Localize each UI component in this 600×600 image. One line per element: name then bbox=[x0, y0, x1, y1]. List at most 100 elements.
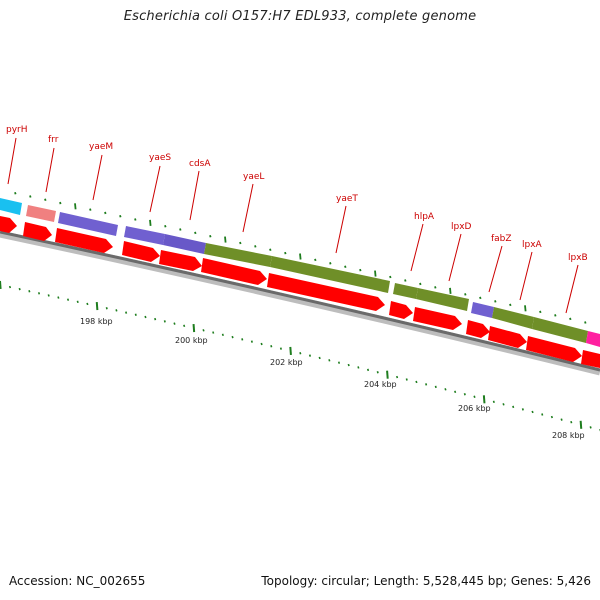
top-tick bbox=[329, 262, 332, 265]
gene-arrow-cdsA bbox=[159, 250, 202, 271]
scale-minor-tick bbox=[250, 340, 253, 343]
top-tick bbox=[89, 208, 92, 211]
top-tick bbox=[44, 198, 47, 202]
cog-bar-hlpA bbox=[393, 283, 418, 299]
top-tick bbox=[104, 211, 107, 215]
top-tick bbox=[299, 253, 302, 260]
scale-minor-tick bbox=[173, 322, 176, 325]
gene-label-lpxB: lpxB bbox=[568, 253, 588, 263]
cog-bars bbox=[0, 198, 600, 347]
top-tick bbox=[29, 195, 32, 198]
top-ticks bbox=[14, 191, 587, 324]
scale-minor-tick bbox=[473, 395, 476, 399]
cog-bar-fabZ bbox=[471, 302, 494, 318]
gene-label-yaeL: yaeL bbox=[243, 172, 264, 182]
scale-minor-tick bbox=[376, 371, 379, 374]
scale-major-tick bbox=[482, 395, 486, 404]
gene-arrows bbox=[0, 216, 600, 368]
top-tick bbox=[269, 248, 272, 251]
scale-minor-tick bbox=[86, 302, 89, 306]
top-tick bbox=[164, 224, 167, 228]
genome-info-text: Topology: circular; Length: 5,528,445 bp… bbox=[261, 574, 591, 588]
scale-minor-tick bbox=[560, 418, 563, 421]
gene-label-hlpA: hlpA bbox=[414, 212, 435, 222]
scale-minor-tick bbox=[415, 380, 418, 384]
gene-label-frr: frr bbox=[48, 135, 59, 145]
top-tick bbox=[59, 201, 62, 205]
gene-arrow-lpxB bbox=[526, 336, 582, 362]
cog-bar-lpxB bbox=[532, 317, 588, 343]
top-tick bbox=[179, 228, 182, 231]
top-tick bbox=[209, 234, 212, 238]
scale-minor-tick bbox=[163, 320, 166, 323]
gene-label-yaeM: yaeM bbox=[89, 142, 113, 152]
gene-arrow-yaeM bbox=[55, 228, 113, 253]
top-tick bbox=[224, 236, 227, 243]
top-tick bbox=[539, 310, 542, 314]
scale-label-206: 206 kbp bbox=[458, 404, 491, 413]
top-tick bbox=[524, 305, 527, 312]
scale-minor-tick bbox=[434, 385, 437, 389]
cog-bar-yaeT bbox=[270, 256, 390, 293]
gene-arrow-yaeS bbox=[122, 241, 160, 262]
scale-minor-tick bbox=[541, 413, 544, 416]
scale-minor-tick bbox=[589, 426, 592, 429]
cog-bar-lpxA bbox=[492, 307, 534, 329]
scale-major-tick bbox=[192, 323, 196, 333]
gene-arrow-hlpA bbox=[389, 301, 413, 319]
gene-arrow-pyrH bbox=[0, 216, 17, 233]
top-tick bbox=[374, 270, 377, 277]
scale-minor-tick bbox=[18, 287, 21, 291]
scale-label-202: 202 kbp bbox=[270, 358, 303, 367]
scale-minor-tick bbox=[299, 352, 302, 355]
gene-label-yaeT: yaeT bbox=[336, 194, 358, 204]
scale-minor-tick bbox=[28, 290, 31, 293]
scale-minor-tick bbox=[492, 400, 495, 404]
cog-bar-next bbox=[586, 331, 600, 347]
top-tick bbox=[419, 282, 422, 286]
scale-minor-tick bbox=[221, 333, 224, 337]
gene-arrow-next bbox=[581, 350, 600, 368]
cog-bar-lpxD bbox=[416, 288, 469, 311]
scale-major-tick bbox=[0, 280, 2, 290]
scale-minor-tick bbox=[57, 296, 60, 299]
scale-minor-tick bbox=[231, 335, 234, 339]
top-tick bbox=[479, 296, 482, 300]
scale-minor-tick bbox=[347, 363, 350, 367]
scale-minor-tick bbox=[570, 420, 573, 424]
scale-minor-tick bbox=[8, 285, 12, 289]
scale-label-200: 200 kbp bbox=[175, 336, 208, 345]
gene-label-pyrH: pyrH bbox=[6, 125, 28, 135]
genome-backbone bbox=[0, 230, 600, 376]
scale-minor-tick bbox=[47, 294, 50, 297]
top-tick bbox=[149, 219, 152, 226]
top-tick bbox=[494, 300, 497, 303]
scale-major-tick bbox=[579, 420, 583, 429]
scale-minor-tick bbox=[396, 375, 399, 379]
scale-minor-tick bbox=[318, 356, 321, 360]
top-tick bbox=[554, 314, 557, 317]
scale-major-tick bbox=[386, 370, 389, 379]
scale-minor-tick bbox=[405, 378, 408, 381]
top-tick bbox=[14, 191, 17, 195]
scale-minor-tick bbox=[279, 347, 283, 350]
top-tick bbox=[74, 203, 77, 210]
gene-arrow-yaeL bbox=[201, 258, 267, 285]
top-tick bbox=[119, 214, 122, 218]
scale-minor-tick bbox=[337, 361, 341, 364]
accession-text: Accession: NC_002655 bbox=[9, 574, 146, 588]
cog-bar-cdsA bbox=[163, 234, 206, 254]
top-tick bbox=[134, 218, 137, 221]
scale-minor-tick bbox=[241, 338, 244, 341]
scale-minor-tick bbox=[134, 313, 137, 316]
scale-ticks bbox=[0, 280, 600, 432]
gene-label-lpxA: lpxA bbox=[522, 240, 543, 250]
scale-minor-tick bbox=[115, 309, 118, 312]
gene-label-cdsA: cdsA bbox=[189, 159, 211, 169]
scale-minor-tick bbox=[502, 403, 505, 406]
scale-minor-tick bbox=[463, 393, 466, 396]
top-tick bbox=[464, 293, 467, 296]
top-tick bbox=[389, 275, 392, 279]
scale-minor-tick bbox=[366, 368, 370, 372]
